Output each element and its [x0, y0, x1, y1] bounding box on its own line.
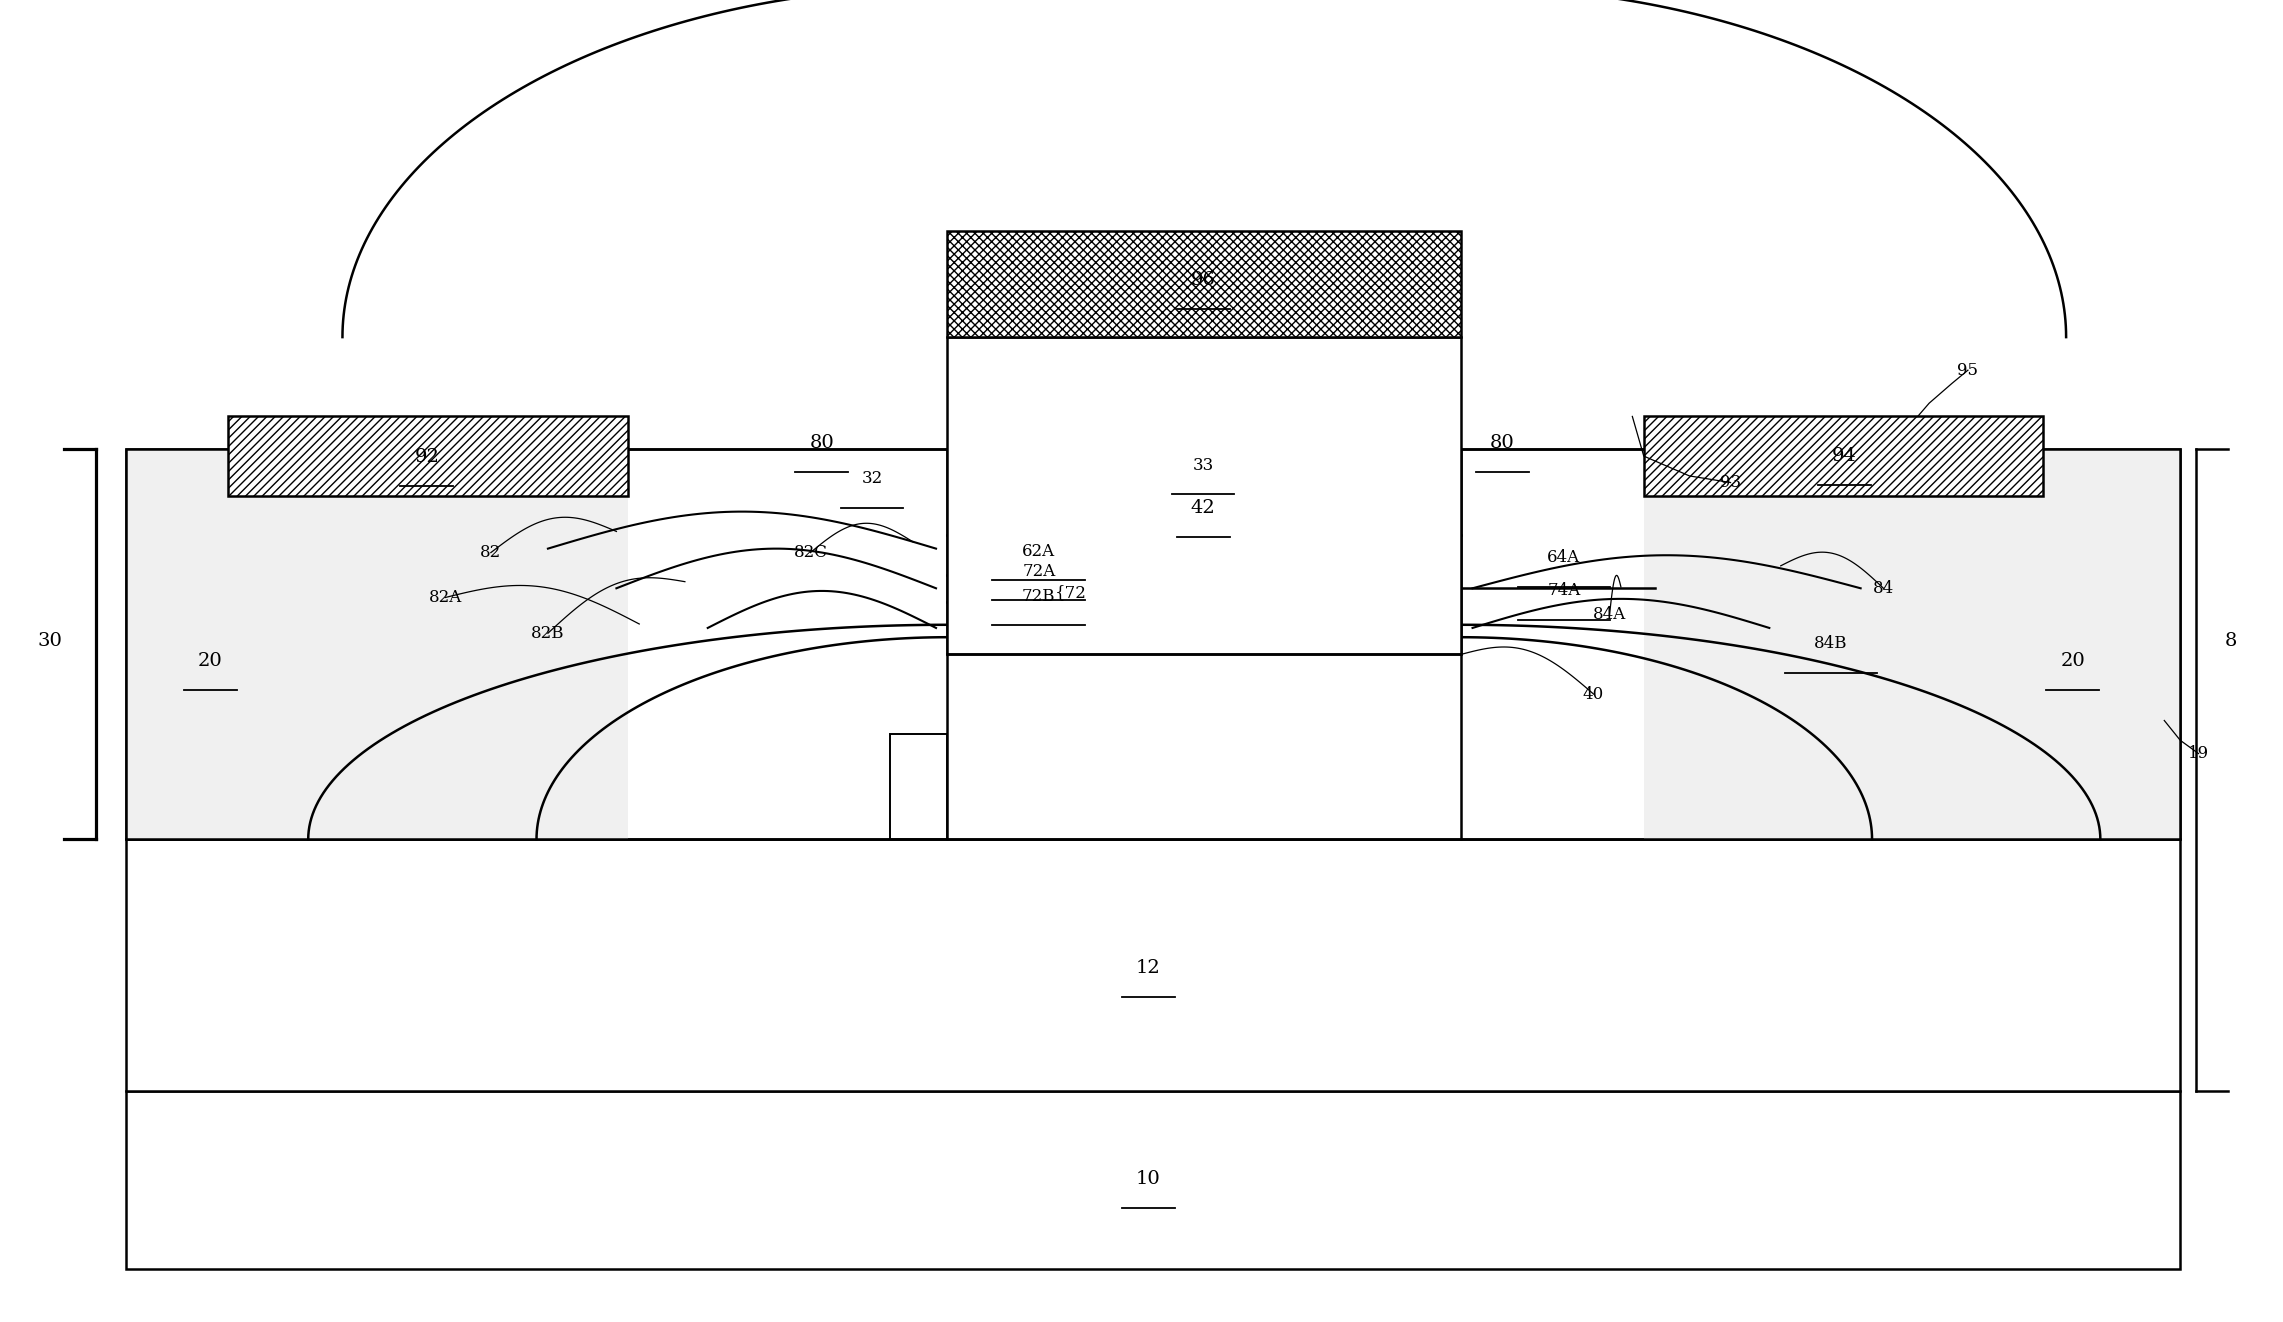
Text: 30: 30: [39, 632, 62, 650]
Text: 84: 84: [1872, 580, 1895, 596]
Text: 72A: 72A: [1023, 563, 1055, 579]
Text: 12: 12: [1137, 958, 1160, 977]
Text: 96: 96: [1192, 271, 1215, 290]
Text: 72B: 72B: [1023, 588, 1055, 604]
Text: 80: 80: [810, 434, 833, 452]
Text: 94: 94: [1833, 447, 1856, 465]
Text: 95: 95: [1957, 362, 1979, 378]
Text: 62A: 62A: [1023, 543, 1055, 559]
Bar: [947, 337, 1461, 654]
Text: 64A: 64A: [1548, 550, 1580, 566]
Bar: [126, 449, 2180, 839]
Text: 82B: 82B: [532, 625, 564, 641]
Bar: [947, 231, 1461, 337]
Text: 32: 32: [861, 471, 884, 486]
Text: 82: 82: [479, 545, 502, 561]
Bar: [126, 839, 2180, 1091]
Bar: [1644, 449, 2180, 839]
Text: 92: 92: [416, 448, 438, 467]
Text: 82A: 82A: [429, 590, 461, 605]
Text: 42: 42: [1192, 498, 1215, 517]
Text: 8: 8: [2224, 632, 2237, 650]
Bar: [126, 449, 2180, 839]
Text: 84A: 84A: [1594, 607, 1625, 623]
Text: 84B: 84B: [1815, 636, 1847, 652]
Text: 74A: 74A: [1548, 583, 1580, 599]
Text: {72: {72: [1055, 584, 1087, 600]
Text: 19: 19: [2187, 746, 2210, 761]
Bar: [1644, 416, 2043, 496]
Bar: [890, 734, 947, 839]
Text: 33: 33: [1192, 457, 1215, 473]
Text: 80: 80: [1491, 434, 1514, 452]
Text: 10: 10: [1137, 1170, 1160, 1188]
Text: 20: 20: [199, 652, 221, 670]
Text: 82C: 82C: [794, 545, 826, 561]
Bar: [228, 416, 628, 496]
Text: 20: 20: [2062, 652, 2084, 670]
Text: 40: 40: [1582, 686, 1605, 702]
Text: 93: 93: [1719, 475, 1742, 490]
Bar: [126, 449, 628, 839]
Bar: [126, 1091, 2180, 1269]
